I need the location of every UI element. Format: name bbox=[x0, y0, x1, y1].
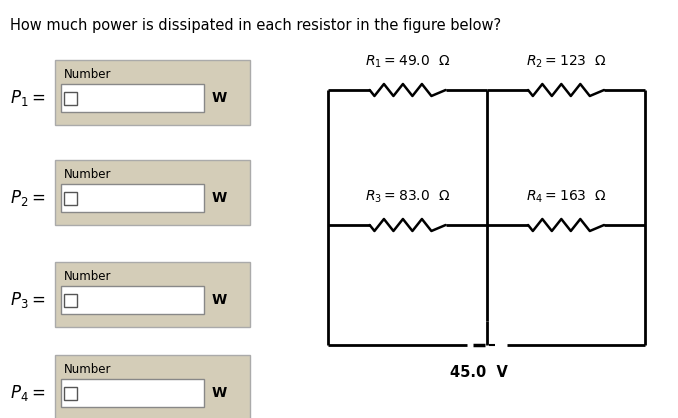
Text: W: W bbox=[212, 293, 226, 307]
Bar bbox=[62, 379, 204, 407]
Text: $R_3 = 83.0\ \ \Omega$: $R_3 = 83.0\ \ \Omega$ bbox=[365, 189, 450, 205]
Bar bbox=[64, 191, 77, 204]
Text: How much power is dissipated in each resistor in the figure below?: How much power is dissipated in each res… bbox=[10, 18, 502, 33]
Bar bbox=[64, 92, 77, 104]
Text: 45.0  V: 45.0 V bbox=[450, 365, 508, 380]
Text: W: W bbox=[212, 91, 226, 105]
Bar bbox=[56, 355, 250, 418]
Text: Number: Number bbox=[63, 168, 111, 181]
Text: Number: Number bbox=[63, 363, 111, 376]
Bar bbox=[56, 60, 250, 125]
Bar bbox=[62, 184, 204, 212]
Text: $P_3=$: $P_3=$ bbox=[10, 290, 45, 310]
Text: $P_2=$: $P_2=$ bbox=[10, 188, 45, 208]
Text: $P_1=$: $P_1=$ bbox=[10, 88, 45, 108]
Text: Number: Number bbox=[63, 270, 111, 283]
Text: $P_4=$: $P_4=$ bbox=[10, 383, 45, 403]
Text: W: W bbox=[212, 191, 226, 205]
Bar bbox=[64, 293, 77, 306]
Bar bbox=[64, 387, 77, 400]
Text: Number: Number bbox=[63, 68, 111, 81]
Text: $R_4 = 163\ \ \Omega$: $R_4 = 163\ \ \Omega$ bbox=[525, 189, 607, 205]
Bar bbox=[56, 160, 250, 225]
Text: $R_1 = 49.0\ \ \Omega$: $R_1 = 49.0\ \ \Omega$ bbox=[365, 54, 450, 70]
Bar bbox=[62, 84, 204, 112]
Bar bbox=[62, 286, 204, 314]
Text: W: W bbox=[212, 386, 226, 400]
Bar bbox=[56, 262, 250, 327]
Text: $R_2 = 123\ \ \Omega$: $R_2 = 123\ \ \Omega$ bbox=[525, 54, 607, 70]
